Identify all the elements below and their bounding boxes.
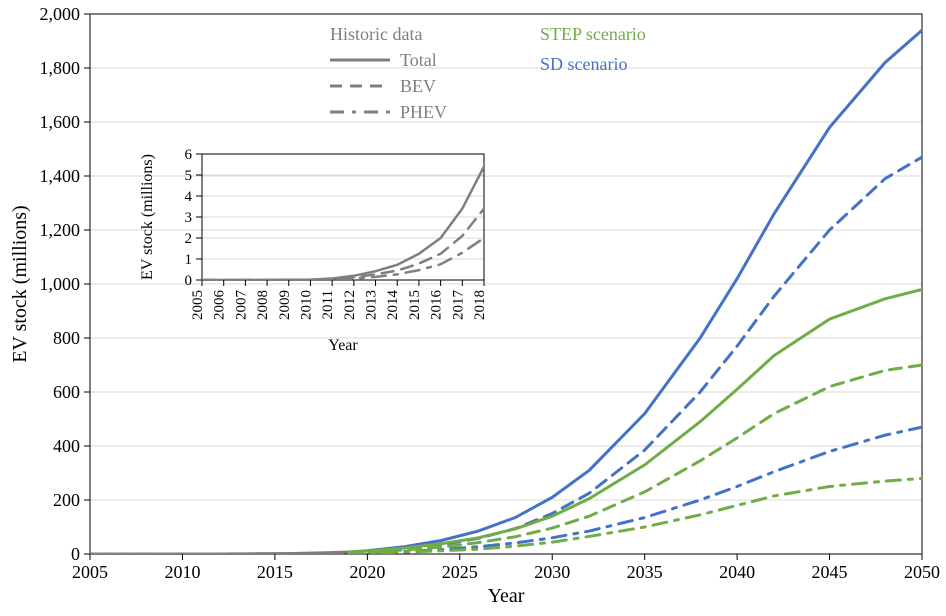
x-tick-label: 2010	[164, 562, 200, 582]
x-tick-label: 2015	[407, 290, 423, 320]
x-tick-label: 2013	[364, 290, 380, 320]
y-tick-label: 800	[53, 328, 80, 348]
x-tick-label: 2009	[277, 290, 293, 320]
x-tick-label: 2035	[627, 562, 663, 582]
chart-svg: 0 200 400 600 800 1,000 1,200 1,400 1,600 1,800 2,…	[0, 0, 946, 616]
x-tick-label: 2005	[72, 562, 108, 582]
series-line	[349, 157, 922, 553]
x-tick-label: 2007	[233, 290, 249, 321]
legend: Historic data Total BEV PHEV STEP scenario SD…	[330, 24, 646, 122]
y-tick-label: 0	[185, 273, 193, 289]
y-tick-label: 1,800	[40, 58, 81, 78]
y-tick-label: 2	[185, 231, 193, 247]
x-tick-label: 2018	[472, 290, 488, 320]
x-tick-label: 2005	[190, 290, 206, 320]
y-tick-label: 6	[185, 147, 193, 163]
x-tick-label: 2014	[385, 290, 401, 321]
x-tick-label: 2008	[255, 290, 271, 320]
chart-root: { "canvas": { "width": 946, "height": 61…	[0, 0, 946, 616]
y-tick-label: 200	[53, 490, 80, 510]
legend-title: Historic data	[330, 24, 422, 44]
x-tick-label: 2015	[257, 562, 293, 582]
y-tick-label: 1,600	[40, 112, 81, 132]
x-tick-label: 2011	[320, 290, 336, 319]
x-tick-label: 2030	[534, 562, 570, 582]
y-tick-label: 3	[185, 210, 193, 226]
x-tick-label: 2016	[429, 290, 445, 321]
x-tick-label: 2050	[904, 562, 940, 582]
y-tick-label: 0	[71, 544, 80, 564]
x-tick-label: 2020	[349, 562, 385, 582]
y-tick-label: 400	[53, 436, 80, 456]
x-tick-label: 2040	[719, 562, 755, 582]
series-line	[349, 289, 922, 552]
legend-title: SD scenario	[540, 54, 627, 74]
y-tick-label: 4	[185, 189, 193, 205]
x-tick-label: 2006	[212, 290, 228, 321]
x-tick-label: 2012	[342, 290, 358, 320]
y-tick-label: 2,000	[40, 4, 81, 24]
legend-label: PHEV	[400, 102, 447, 122]
y-tick-label: 600	[53, 382, 80, 402]
x-axis-label: Year	[488, 585, 525, 607]
y-tick-label: 5	[185, 168, 193, 184]
x-tick-label: 2017	[450, 290, 466, 321]
y-tick-label: 1,000	[40, 274, 81, 294]
series-line	[202, 209, 484, 280]
legend-label: BEV	[400, 76, 436, 96]
y-axis-label: EV stock (millions)	[139, 154, 156, 280]
y-tick-label: 1,200	[40, 220, 81, 240]
y-tick-label: 1	[185, 252, 193, 268]
y-tick-label: 1,400	[40, 166, 81, 186]
x-axis-label: Year	[328, 337, 358, 354]
x-tick-label: 2045	[812, 562, 848, 582]
x-tick-label: 2025	[442, 562, 478, 582]
y-axis-label: EV stock (millions)	[9, 205, 31, 362]
legend-title: STEP scenario	[540, 24, 646, 44]
legend-label: Total	[400, 50, 437, 70]
x-tick-label: 2010	[298, 290, 314, 320]
inset-chart: 0 1 2 3 4 5 6 2005 2006 2007 2008 2009 2010 2011 2012 2…	[139, 147, 488, 354]
